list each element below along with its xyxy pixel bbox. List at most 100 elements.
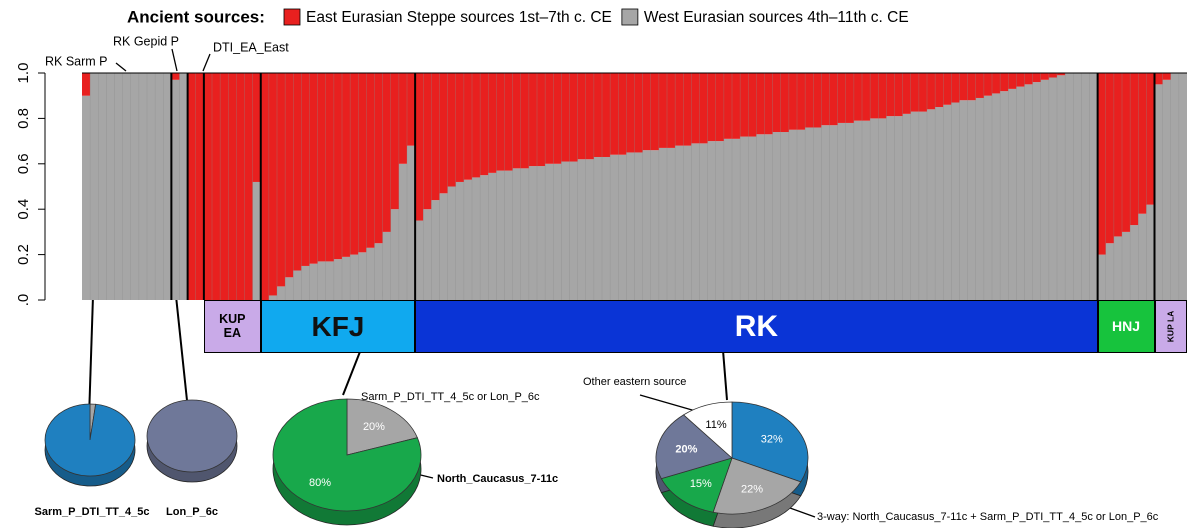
bar-segment (829, 125, 838, 301)
bar-segment (545, 163, 554, 300)
bar-segment (496, 170, 505, 300)
bar-segment (845, 73, 855, 123)
bar-segment (1016, 86, 1025, 301)
bar-segment (618, 73, 627, 155)
bar-segment (325, 73, 335, 262)
bar-segment (1122, 231, 1131, 300)
bar-segment (569, 161, 578, 300)
bar-segment (569, 73, 578, 162)
bar-segment (1073, 73, 1082, 300)
bar-segment (285, 73, 294, 278)
bar-segment (992, 73, 1001, 94)
bar-segment (236, 73, 245, 300)
legend-title: Ancient sources: (127, 7, 265, 26)
bar-segment (423, 209, 432, 300)
bar-segment (195, 73, 205, 300)
bar-segment (528, 73, 538, 167)
bar-segment (959, 73, 968, 101)
bar-segment (894, 73, 903, 117)
bar-segment (488, 73, 497, 173)
bar-segment (333, 259, 343, 300)
pie-slice (655, 414, 733, 480)
pie-slice (712, 457, 802, 515)
bar-segment (1081, 73, 1090, 300)
bar-segment (788, 129, 798, 300)
bar-segment (918, 73, 928, 112)
bar-segment (658, 147, 668, 300)
bar-segment (975, 97, 985, 300)
bar-segment (853, 73, 863, 121)
bar-segment (480, 73, 489, 176)
bar-segment (821, 125, 830, 301)
bar-segment (683, 145, 692, 300)
group-box: HNJ (1097, 300, 1155, 353)
bar-segment (309, 73, 318, 264)
bar-segment (715, 141, 725, 300)
bar-segment (537, 73, 546, 167)
bar-segment (212, 73, 221, 300)
bar-segment (935, 73, 944, 108)
bar-segment (390, 73, 400, 210)
bar-segment (667, 147, 676, 300)
bar-segment (1097, 254, 1107, 300)
bar-segment (772, 132, 782, 300)
bar-segment (82, 95, 91, 300)
bar-segment (967, 73, 977, 101)
bar-segment (398, 163, 408, 300)
bar-segment (748, 73, 757, 137)
pointer (115, 62, 127, 72)
bar-segment (1138, 213, 1147, 300)
bar-segment (967, 100, 977, 301)
y-tick-label: 0.6 (15, 153, 32, 174)
bar-segment (1024, 84, 1033, 300)
bar-segment (252, 181, 262, 300)
bar-segment (1016, 73, 1025, 87)
bar-segment (870, 73, 879, 119)
bar-segment (797, 129, 806, 300)
bar-segment (959, 100, 968, 301)
bar-segment (1130, 73, 1139, 226)
bar-segment (553, 163, 562, 300)
bar-segment (927, 73, 936, 110)
bar-segment (1105, 73, 1115, 244)
bar-segment (634, 73, 643, 153)
pointer (202, 53, 211, 72)
bar-segment (488, 172, 497, 300)
bar-segment (1032, 73, 1042, 83)
bar-segment (715, 73, 725, 142)
bar-segment (293, 73, 302, 271)
bar-segment (878, 73, 887, 119)
bar-segment (431, 200, 440, 300)
bar-segment (293, 270, 302, 300)
bar-segment (1113, 236, 1123, 300)
bar-segment (764, 134, 773, 300)
bar-segment (122, 73, 132, 300)
bar-segment (805, 127, 814, 300)
bar-segment (382, 73, 392, 232)
pie (146, 399, 238, 483)
pie-top (44, 403, 136, 477)
pie-slice (146, 399, 238, 473)
bar-segment (415, 73, 424, 221)
bar-segment (894, 116, 903, 300)
pie-slice (731, 401, 809, 483)
bar-segment (642, 73, 652, 151)
bar-segment (602, 156, 611, 300)
bar-segment (155, 73, 164, 300)
bar-segment (788, 73, 798, 130)
bar-segment (797, 73, 806, 130)
bar-segment (642, 150, 652, 300)
bar-segment (545, 73, 554, 164)
bar-segment (1146, 73, 1155, 205)
bar-segment (837, 122, 847, 300)
bar-segment (106, 73, 115, 300)
bar-segment (447, 73, 457, 187)
bar-segment (626, 73, 635, 153)
bar-segment (675, 73, 684, 146)
bar-segment (992, 93, 1001, 301)
group-box: RK (415, 300, 1098, 353)
group-box: KUP LA (1154, 300, 1187, 353)
pie-annotation: 3-way: North_Caucasus_7-11c + Sarm_P_DTI… (817, 511, 1159, 523)
bar-segment (520, 73, 530, 169)
